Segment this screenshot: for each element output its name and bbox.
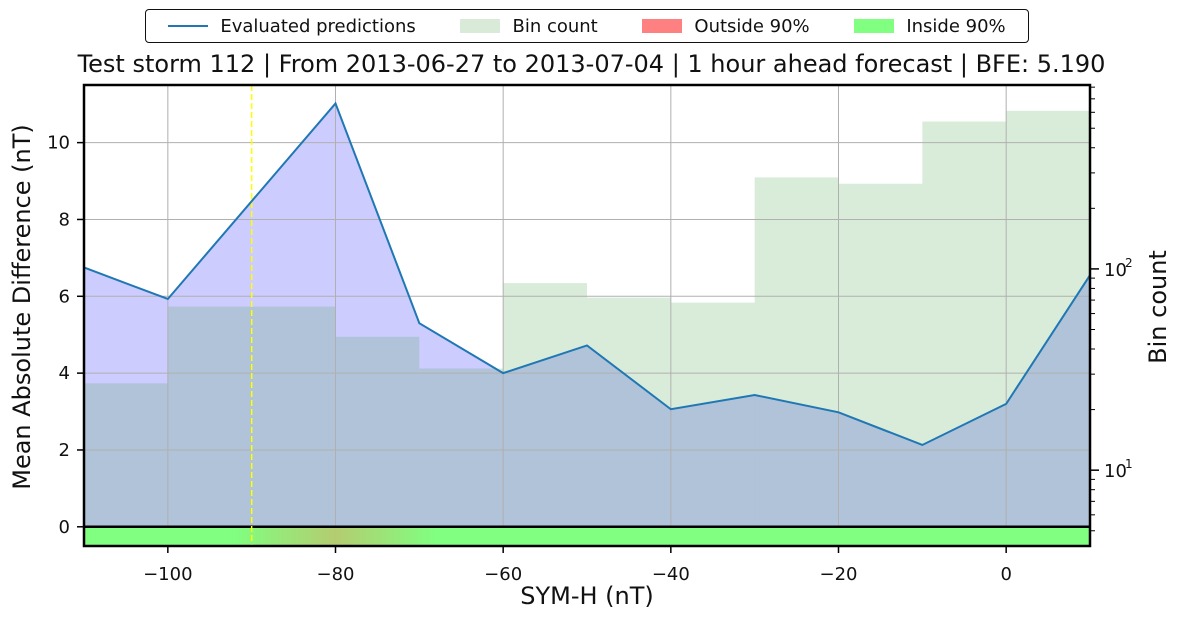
- bin-count-bar: [922, 121, 1007, 527]
- y-tick-label: 6: [59, 286, 70, 307]
- right-tick-label: 10: [1104, 260, 1127, 281]
- right-y-axis-label: Bin count: [1144, 250, 1172, 364]
- x-tick-label: 0: [1000, 564, 1011, 585]
- x-tick-label: −100: [143, 564, 192, 585]
- legend-label-predictions: Evaluated predictions: [220, 15, 416, 37]
- legend-item-outside: Outside 90%: [642, 15, 810, 37]
- x-tick-label: −20: [820, 564, 858, 585]
- bin-count-bar: [167, 306, 252, 527]
- bin-count-bar: [670, 302, 755, 527]
- bin-count-bar: [754, 177, 839, 527]
- bin-count-bar: [1006, 110, 1090, 527]
- legend-label-outside: Outside 90%: [694, 15, 810, 37]
- y-axis-label: Mean Absolute Difference (nT): [8, 124, 36, 490]
- bin-count-bar: [84, 383, 168, 527]
- x-axis-label: SYM-H (nT): [520, 582, 654, 610]
- right-tick-exponent: 2: [1125, 256, 1133, 270]
- plot-frame: [82, 83, 1092, 548]
- x-tick-label: −80: [317, 564, 355, 585]
- bin-count-bar: [503, 283, 587, 527]
- chart-title: Test storm 112 | From 2013-06-27 to 2013…: [77, 50, 1106, 78]
- series-line-evaluated-predictions: [83, 101, 1091, 447]
- bin-count-bar: [251, 306, 336, 527]
- legend-item-bin-count: Bin count: [460, 15, 598, 37]
- coverage-band-highlight: [234, 526, 437, 546]
- bin-count-bar: [419, 368, 504, 527]
- legend-line-swatch: [168, 25, 209, 27]
- bin-count-bar: [838, 183, 923, 527]
- bin-count-bar: [587, 297, 671, 527]
- legend-outside-swatch: [642, 19, 683, 33]
- legend-item-inside: Inside 90%: [854, 15, 1006, 37]
- legend-item-predictions: Evaluated predictions: [168, 15, 416, 37]
- legend-inside-swatch: [854, 19, 895, 33]
- y-tick-label: 10: [47, 133, 70, 154]
- y-tick-label: 8: [59, 209, 70, 230]
- right-tick-exponent: 1: [1125, 457, 1133, 471]
- right-tick-label: 10: [1104, 461, 1127, 482]
- x-tick-label: −40: [652, 564, 690, 585]
- legend-bin-swatch: [460, 19, 501, 33]
- y-tick-label: 2: [59, 440, 70, 461]
- y-tick-label: 0: [59, 517, 70, 538]
- legend-label-bin-count: Bin count: [512, 15, 598, 37]
- bin-count-bar: [335, 336, 420, 527]
- legend-label-inside: Inside 90%: [906, 15, 1006, 37]
- x-tick-label: −60: [484, 564, 522, 585]
- legend: Evaluated predictions Bin count Outside …: [145, 9, 1029, 43]
- y-tick-label: 4: [59, 363, 70, 384]
